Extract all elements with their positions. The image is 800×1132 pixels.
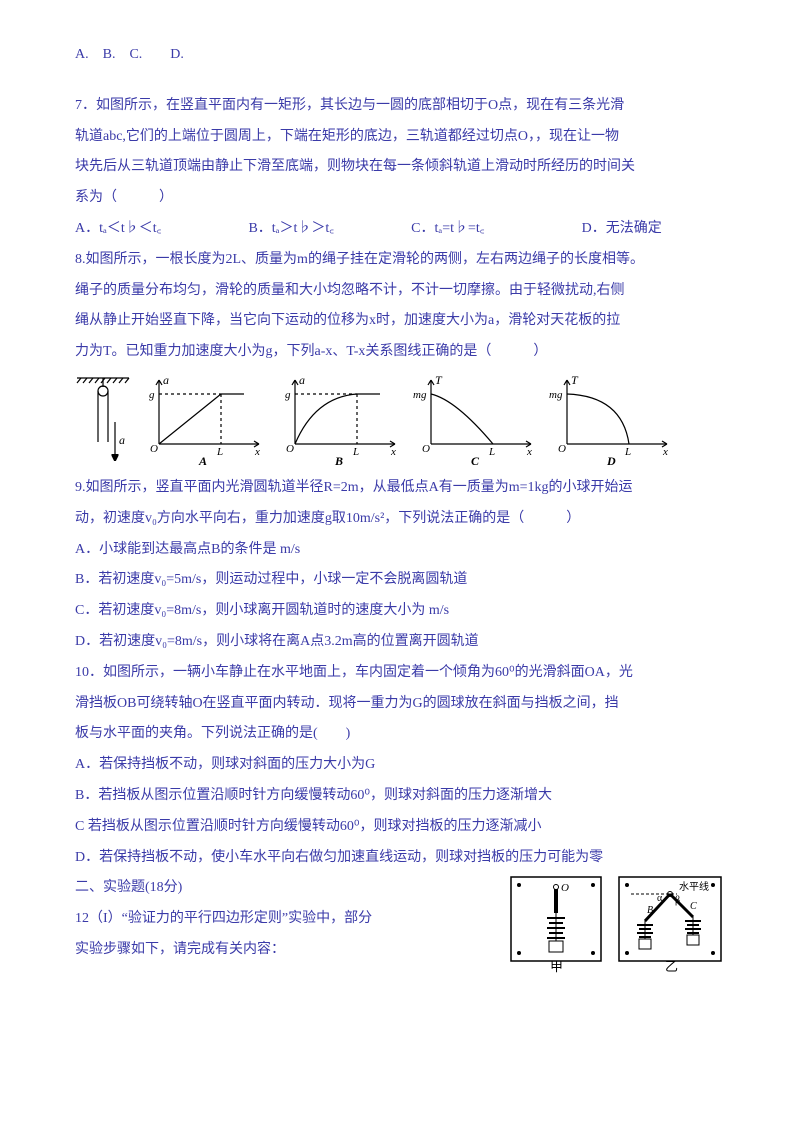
- q10-line1: 10．如图所示，一辆小车静止在水平地面上，车内固定着一个倾角为60⁰的光滑斜面O…: [75, 658, 725, 689]
- graph-A: a g O L x A: [139, 372, 267, 467]
- svg-text:B: B: [647, 905, 653, 916]
- q9-line1: 9.如图所示，竖直平面内光滑圆轨道半径R=2m，从最低点A有一质量为m=1kg的…: [75, 473, 725, 504]
- q10-line2: 滑挡板OB可绕转轴O在竖直平面内转动．现将一重力为G的圆球放在斜面与挡板之间，挡: [75, 689, 725, 720]
- svg-text:α: α: [657, 893, 663, 904]
- q9-line2: 动，初速度v₀方向水平向右，重力加速度g取10m/s²，下列说法正确的是（ ）: [75, 504, 725, 535]
- svg-text:O: O: [286, 443, 294, 455]
- svg-text:D: D: [606, 454, 616, 467]
- q7-optA: A．tₐ＜t♭＜t꜀: [75, 221, 161, 236]
- svg-text:水平线: 水平线: [679, 880, 709, 893]
- svg-text:O: O: [561, 882, 569, 894]
- svg-text:x: x: [390, 446, 396, 458]
- q7-line4: 系为（ ）: [75, 183, 725, 214]
- q9-optA: A．小球能到达最高点B的条件是 m/s: [75, 535, 725, 566]
- svg-text:β: β: [675, 895, 680, 906]
- q7-optC: C．tₐ=t♭=t꜀: [411, 221, 484, 236]
- svg-text:B: B: [334, 454, 343, 467]
- q10-optD: D．若保持挡板不动，使小车水平向右做匀加速直线运动，则球对挡板的压力可能为零: [75, 843, 725, 874]
- svg-text:C: C: [471, 454, 480, 467]
- svg-text:a: a: [119, 433, 125, 447]
- section2-heading: 二、实验题(18分): [75, 873, 497, 904]
- graph-B: a g O L x B: [275, 372, 403, 467]
- q10-optC: C 若挡板从图示位置沿顺时针方向缓慢转动60⁰，则球对挡板的压力逐渐减小: [75, 812, 725, 843]
- q12-line2: 实验步骤如下，请完成有关内容：: [75, 935, 497, 966]
- q7-line2: 轨道abc,它们的上端位于圆周上，下端在矩形的底边，三轨道都经过切点O，，现在让…: [75, 122, 725, 153]
- q8-line2: 绳子的质量分布均匀，滑轮的质量和大小均忽略不计，不计一切摩擦。由于轻微扰动,右侧: [75, 276, 725, 307]
- svg-text:a: a: [163, 373, 169, 387]
- svg-text:甲: 甲: [550, 959, 563, 973]
- q10-optB: B．若挡板从图示位置沿顺时针方向缓慢转动60⁰，则球对斜面的压力逐渐增大: [75, 781, 725, 812]
- svg-text:O: O: [558, 443, 566, 455]
- graph-C: T mg O L x C: [411, 372, 539, 467]
- svg-text:x: x: [254, 446, 260, 458]
- q9-optC: C．若初速度v₀=8m/s，则小球离开圆轨道时的速度大小为 m/s: [75, 596, 725, 627]
- svg-text:L: L: [488, 446, 495, 458]
- svg-text:L: L: [216, 446, 223, 458]
- svg-text:O: O: [422, 443, 430, 455]
- q8-line3: 绳从静止开始竖直下降，当它向下运动的位移为x时，加速度大小为a，滑轮对天花板的拉: [75, 306, 725, 337]
- svg-text:T: T: [435, 373, 443, 387]
- svg-text:L: L: [352, 446, 359, 458]
- q7-optD: D．无法确定: [582, 221, 662, 236]
- svg-text:x: x: [526, 446, 532, 458]
- q7-options: A．tₐ＜t♭＜t꜀ B．tₐ＞t♭＞t꜀ C．tₐ=t♭=t꜀ D．无法确定: [75, 214, 725, 245]
- pulley-diagram: a: [75, 372, 131, 467]
- svg-text:mg: mg: [413, 389, 427, 401]
- q10-line3: 板与水平面的夹角。下列说法正确的是( ): [75, 719, 725, 750]
- q7-line3: 块先后从三轨道顶端由静止下滑至底端，则物块在每一条倾斜轨道上滑动时所经历的时间关: [75, 152, 725, 183]
- svg-text:C: C: [690, 901, 697, 912]
- svg-text:a: a: [299, 373, 305, 387]
- svg-text:g: g: [285, 389, 291, 401]
- svg-text:O: O: [150, 443, 158, 455]
- q8-line1: 8.如图所示，一根长度为2L、质量为m的绳子挂在定滑轮的两侧，左右两边绳子的长度…: [75, 245, 725, 276]
- svg-text:L: L: [624, 446, 631, 458]
- svg-text:A: A: [198, 454, 207, 467]
- q10-optA: A．若保持挡板不动，则球对斜面的压力大小为G: [75, 750, 725, 781]
- q8-line4: 力为T。已知重力加速度大小为g，下列a-x、T-x关系图线正确的是（ ）: [75, 337, 725, 368]
- q9-optB: B．若初速度v₀=5m/s，则运动过程中，小球一定不会脱离圆轨道: [75, 565, 725, 596]
- svg-text:g: g: [149, 389, 155, 401]
- q12-line1: 12（I）“验证力的平行四边形定则”实验中，部分: [75, 904, 497, 935]
- q7-optB: B．tₐ＞t♭＞t꜀: [248, 221, 334, 236]
- q6-options: A. B. C. D.: [75, 40, 725, 71]
- svg-text:T: T: [571, 373, 579, 387]
- svg-text:乙: 乙: [665, 959, 678, 973]
- experiment-fig-yi: 水平线 α β B C 乙: [615, 873, 725, 973]
- experiment-fig-jia: O 甲: [507, 873, 605, 973]
- q7-line1: 7．如图所示，在竖直平面内有一矩形，其长边与一圆的底部相切于O点，现在有三条光滑: [75, 91, 725, 122]
- svg-text:mg: mg: [549, 389, 563, 401]
- q8-diagrams: a a g O L x A a g O L x B: [75, 372, 725, 467]
- q9-optD: D．若初速度v₀=8m/s，则小球将在离A点3.2m高的位置离开圆轨道: [75, 627, 725, 658]
- graph-D: T mg O L x D: [547, 372, 675, 467]
- svg-text:x: x: [662, 446, 668, 458]
